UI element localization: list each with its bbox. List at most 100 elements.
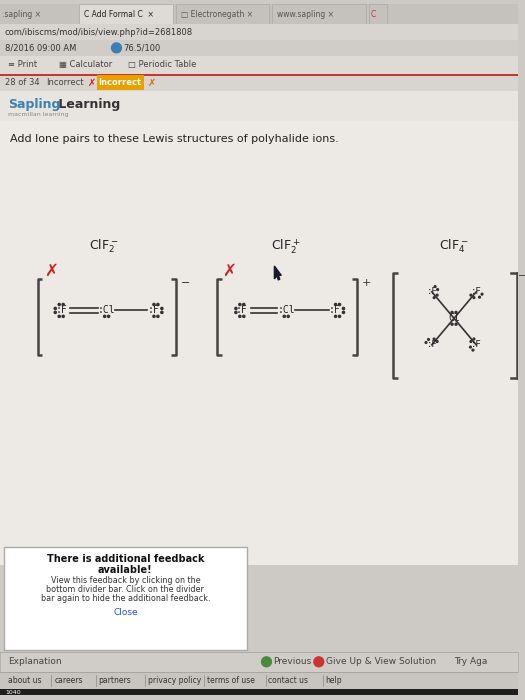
Text: :Cl: :Cl — [277, 305, 295, 316]
Text: :F: :F — [55, 305, 67, 316]
Circle shape — [283, 315, 286, 317]
Circle shape — [473, 338, 475, 340]
Text: Give Up & View Solution: Give Up & View Solution — [326, 657, 436, 666]
Circle shape — [479, 296, 480, 298]
Text: There is additional feedback: There is additional feedback — [47, 554, 204, 564]
Text: partners: partners — [99, 676, 131, 685]
Circle shape — [428, 339, 429, 340]
Text: ✗: ✗ — [88, 78, 96, 88]
Text: ✗: ✗ — [148, 78, 156, 88]
Circle shape — [157, 315, 159, 317]
Polygon shape — [275, 266, 281, 280]
Circle shape — [342, 307, 344, 309]
Bar — [272, 4, 366, 25]
Circle shape — [436, 341, 438, 342]
Text: :F: :F — [236, 305, 248, 316]
Text: :F: :F — [471, 288, 481, 296]
Circle shape — [161, 312, 163, 314]
Circle shape — [472, 349, 474, 351]
Circle shape — [339, 303, 341, 306]
Circle shape — [161, 307, 163, 309]
Circle shape — [103, 315, 106, 317]
Text: $\mathrm{ClF_2^+}$: $\mathrm{ClF_2^+}$ — [271, 237, 301, 256]
Text: ✗: ✗ — [45, 262, 58, 280]
Text: 1040: 1040 — [5, 690, 20, 695]
Bar — [0, 56, 518, 74]
Circle shape — [54, 307, 56, 309]
Circle shape — [235, 312, 237, 314]
Text: www.sapling ×: www.sapling × — [277, 10, 334, 19]
Text: Close: Close — [113, 608, 138, 617]
Text: :F: :F — [426, 288, 437, 296]
Circle shape — [473, 297, 475, 299]
Text: −: − — [181, 278, 190, 288]
Text: careers: careers — [54, 676, 83, 685]
Circle shape — [455, 323, 457, 326]
Text: bottom divider bar. Click on the divider: bottom divider bar. Click on the divider — [46, 585, 204, 594]
Text: :F: :F — [471, 340, 481, 349]
Text: .sapling ×: .sapling × — [2, 10, 41, 19]
Bar — [97, 74, 144, 90]
Circle shape — [108, 315, 110, 317]
Text: Add lone pairs to these Lewis structures of polyhalide ions.: Add lone pairs to these Lewis structures… — [10, 134, 339, 143]
Circle shape — [62, 303, 64, 306]
Circle shape — [436, 294, 438, 296]
Text: :F: :F — [426, 340, 437, 349]
Text: Explanation: Explanation — [8, 657, 61, 666]
Text: macmillan learning: macmillan learning — [8, 113, 68, 118]
Text: □ Periodic Table: □ Periodic Table — [128, 60, 197, 69]
Bar — [79, 4, 173, 25]
Bar — [176, 4, 269, 25]
Circle shape — [451, 312, 453, 314]
Text: Previous: Previous — [274, 657, 312, 666]
Text: 76.5/100: 76.5/100 — [123, 43, 161, 52]
Text: $\mathrm{ClF_2^-}$: $\mathrm{ClF_2^-}$ — [89, 237, 119, 255]
Circle shape — [243, 303, 245, 306]
Bar — [0, 40, 518, 56]
Text: terms of use: terms of use — [207, 676, 255, 685]
Text: View this feedback by clicking on the: View this feedback by clicking on the — [50, 576, 200, 585]
Bar — [0, 672, 518, 690]
Circle shape — [287, 315, 289, 317]
Text: :F:: :F: — [147, 305, 165, 316]
Bar — [0, 652, 518, 672]
Text: 28 of 34: 28 of 34 — [5, 78, 39, 87]
Text: Try Aga: Try Aga — [454, 657, 487, 666]
Circle shape — [261, 657, 271, 666]
Bar — [0, 4, 518, 25]
Circle shape — [470, 294, 472, 296]
Text: contact us: contact us — [268, 676, 309, 685]
Circle shape — [433, 297, 435, 299]
Circle shape — [433, 338, 435, 340]
Text: Sapling: Sapling — [8, 97, 60, 111]
Text: privacy policy: privacy policy — [148, 676, 201, 685]
Circle shape — [58, 315, 60, 317]
Circle shape — [469, 346, 471, 348]
Text: Incorrect: Incorrect — [46, 78, 84, 87]
Text: bar again to hide the additional feedback.: bar again to hide the additional feedbac… — [40, 594, 210, 603]
Text: Learning: Learning — [54, 97, 121, 111]
Circle shape — [153, 315, 155, 317]
Text: $\mathrm{ClF_4^-}$: $\mathrm{ClF_4^-}$ — [439, 237, 469, 255]
Text: help: help — [326, 676, 342, 685]
Circle shape — [425, 342, 427, 344]
Text: +: + — [362, 278, 372, 288]
Bar — [0, 690, 518, 695]
Text: Incorrect: Incorrect — [99, 78, 142, 87]
Circle shape — [481, 293, 483, 295]
Bar — [0, 74, 518, 91]
Circle shape — [455, 312, 457, 314]
Circle shape — [434, 286, 436, 288]
Text: C: C — [371, 10, 376, 19]
Circle shape — [235, 307, 237, 309]
Circle shape — [157, 303, 159, 306]
Circle shape — [58, 303, 60, 306]
Circle shape — [62, 315, 64, 317]
Bar — [369, 4, 387, 25]
Circle shape — [239, 303, 241, 306]
Circle shape — [239, 315, 241, 317]
Circle shape — [243, 315, 245, 317]
Circle shape — [451, 323, 453, 326]
Text: :F:: :F: — [329, 305, 346, 316]
Circle shape — [437, 288, 438, 290]
